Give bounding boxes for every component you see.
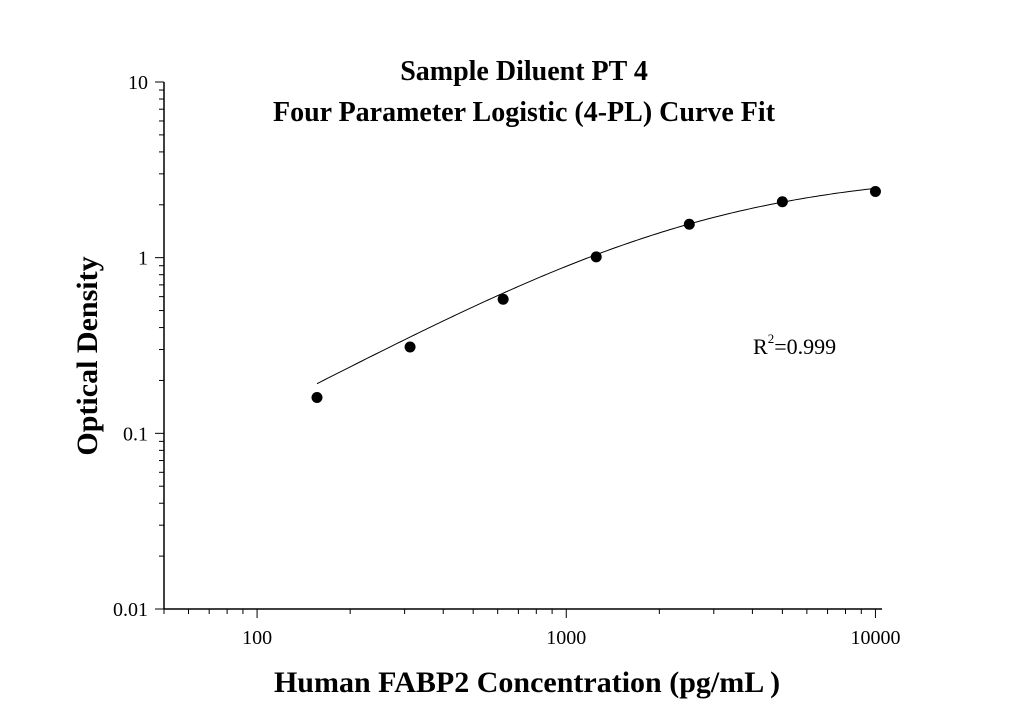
y-tick-label: 0.1 [123,423,148,445]
chart-title: Sample Diluent PT 4 [400,56,648,87]
x-axis-ticks [163,609,876,618]
data-point [311,391,323,403]
r-squared-value: =0.999 [774,334,836,359]
data-points [311,186,881,403]
x-tick-label: 10000 [850,627,900,649]
x-tick-label: 1000 [546,627,586,649]
y-axis-tick-labels: 10 1 0.1 0.01 [113,72,148,621]
data-point [497,293,509,305]
r-squared-annotation: R2=0.999 [753,331,836,359]
data-point [404,341,416,353]
x-tick-label: 100 [242,627,272,649]
x-axis-tick-labels: 100 1000 10000 [242,627,900,649]
data-point [869,186,881,198]
y-axis-title: Optical Density [71,256,104,455]
chart-subtitle: Four Parameter Logistic (4-PL) Curve Fit [273,97,776,128]
y-tick-label: 10 [128,72,148,94]
x-axis-title: Human FABP2 Concentration (pg/mL ) [274,666,780,699]
r-squared-base: R [753,334,768,359]
y-tick-label: 1 [138,248,148,270]
y-axis-ticks [155,81,164,610]
data-point [590,251,602,263]
data-point [683,218,695,230]
data-point [776,196,788,208]
r-squared-superscript: 2 [768,331,775,346]
y-tick-label: 0.01 [113,599,148,621]
